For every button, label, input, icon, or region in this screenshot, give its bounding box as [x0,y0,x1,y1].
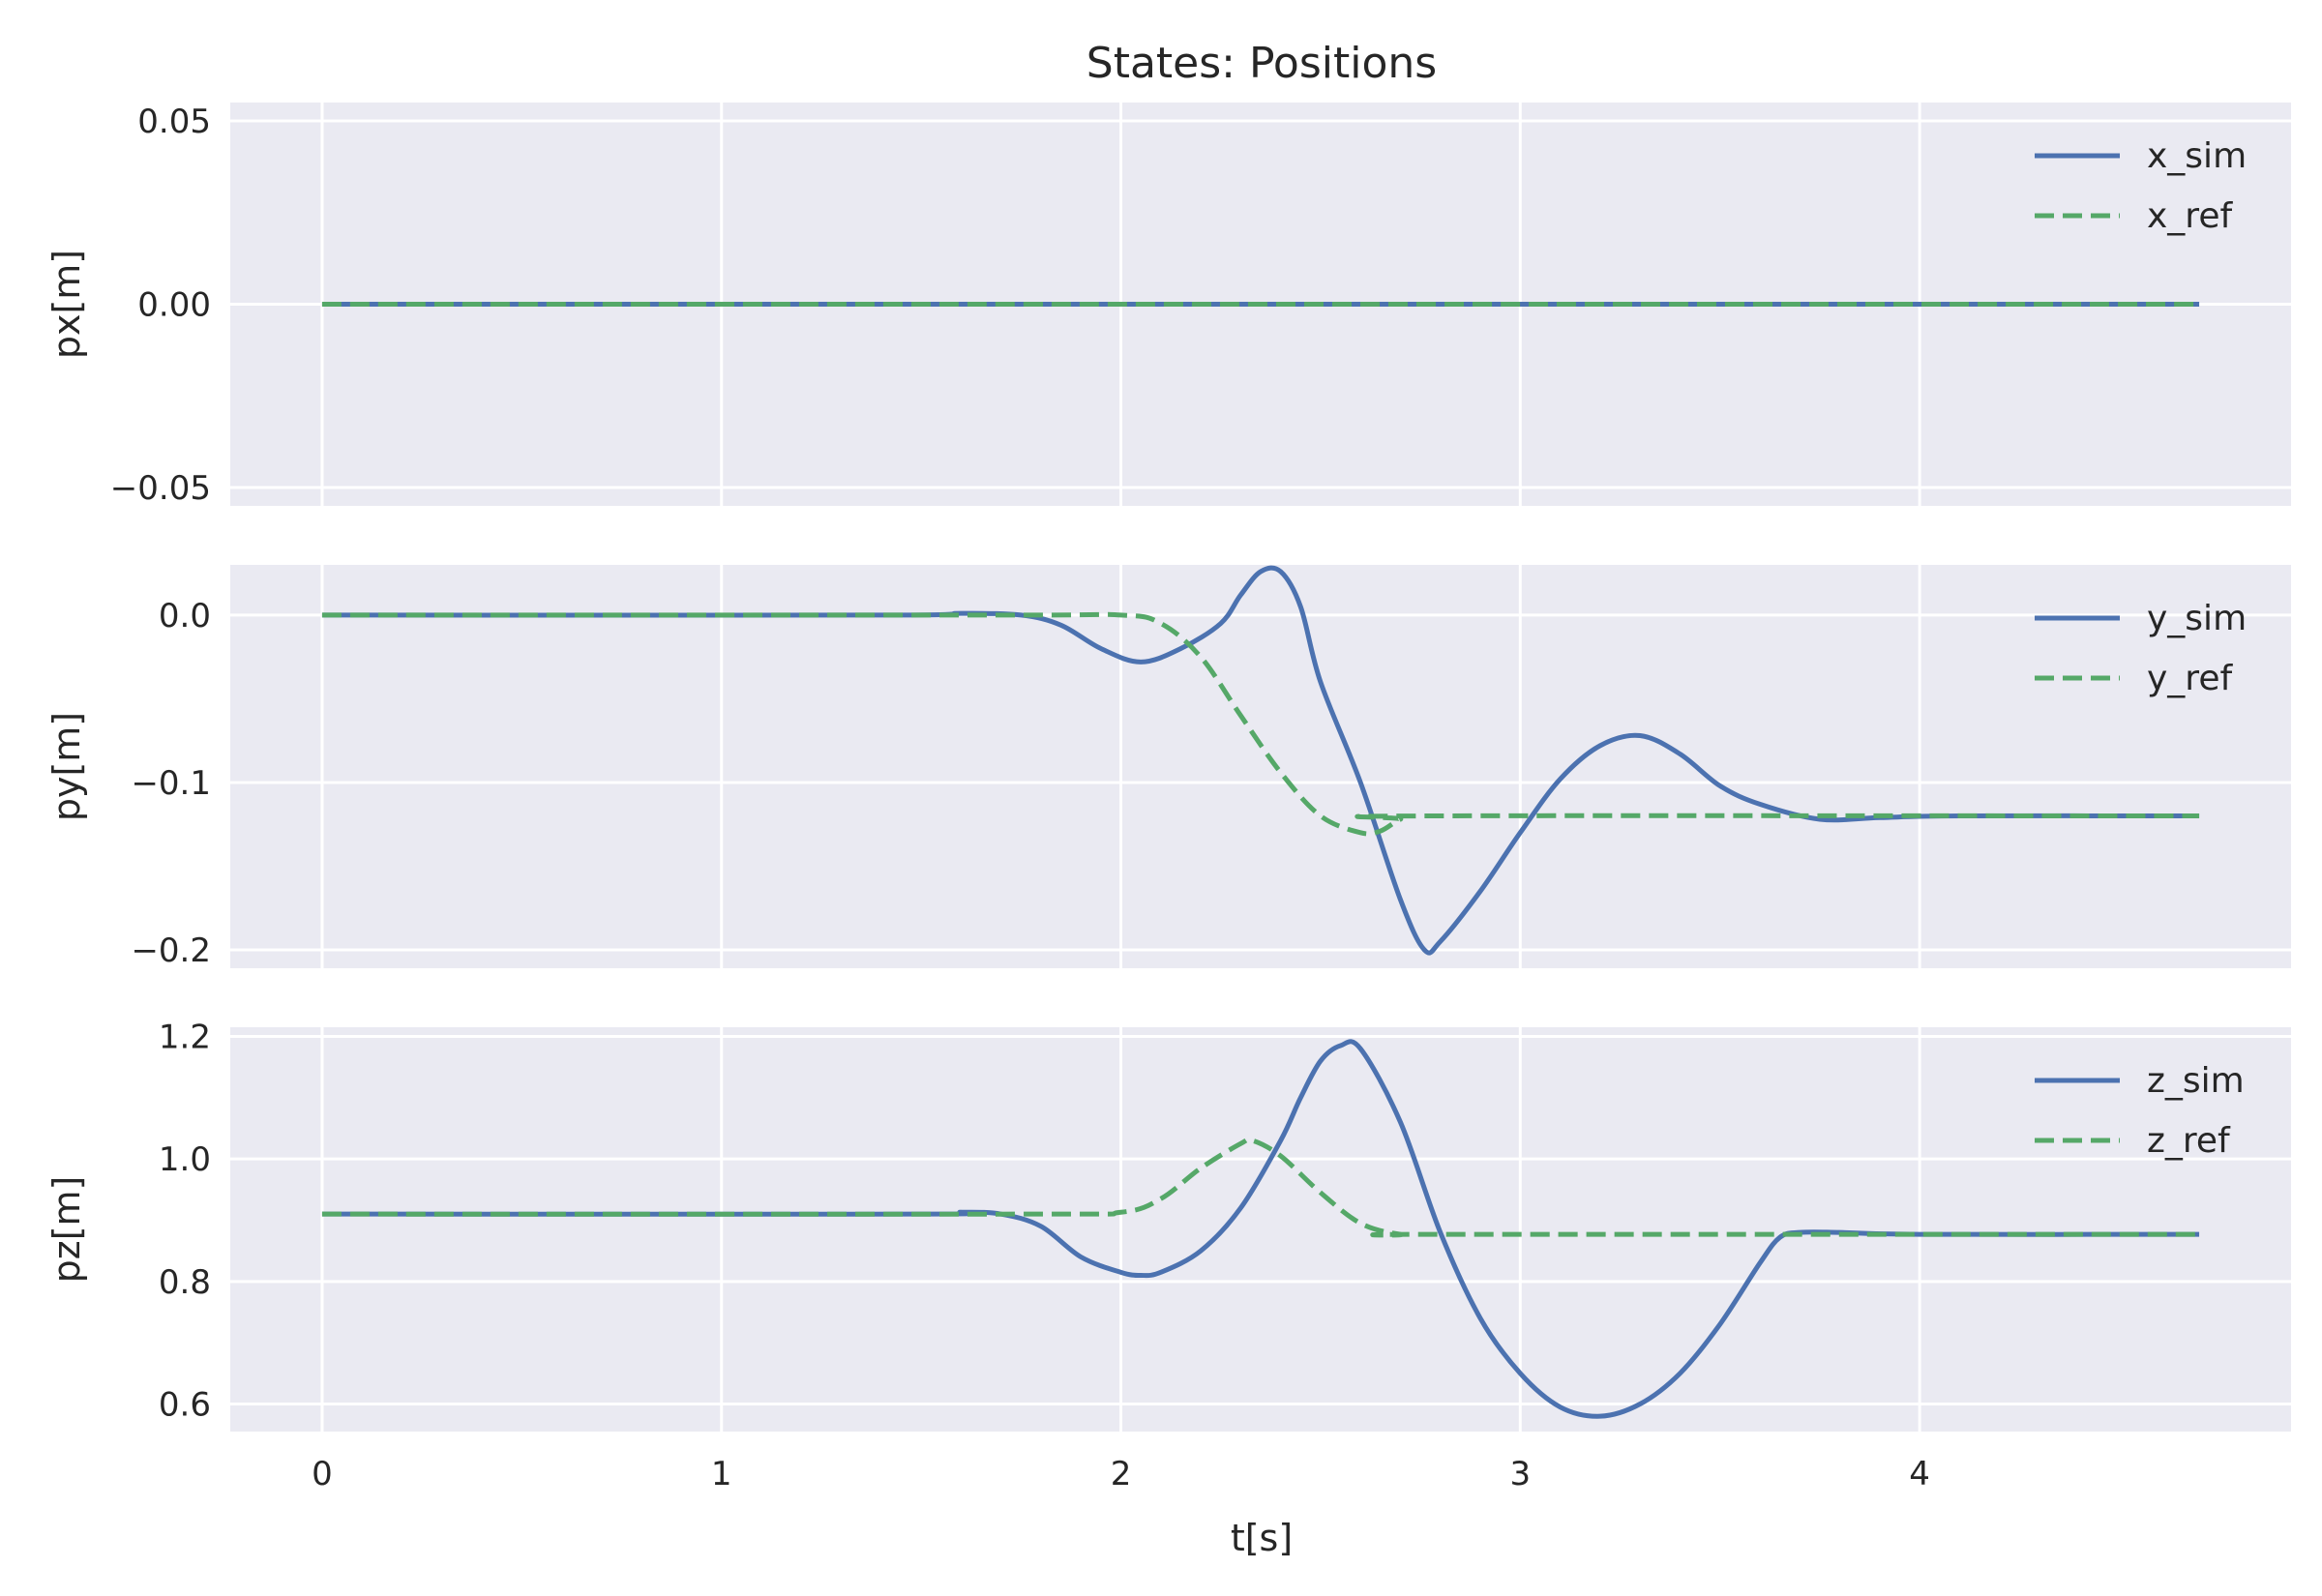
x-tick-label: 3 [1509,1455,1531,1493]
y-tick-label: 0.8 [159,1263,211,1302]
y-tick-label: −0.05 [110,469,211,508]
y-tick-label: 0.05 [137,103,211,141]
series-line-z_ref [321,1137,2200,1238]
y-tick-label: 0.0 [159,597,211,635]
chart-title: States: Positions [1087,39,1437,88]
y-axis-label: px[m] [45,250,88,359]
y-axis-label: py[m] [45,712,88,821]
y-tick-label: 0.6 [159,1386,211,1425]
legend-label-y_sim: y_sim [2147,599,2247,638]
legend-label-x_ref: x_ref [2147,196,2233,236]
plot-area [230,1027,2291,1432]
plot-area [230,565,2291,968]
x-tick-label: 4 [1909,1455,1930,1493]
legend-label-z_sim: z_sim [2147,1061,2245,1101]
series-line-y_ref [321,611,2200,837]
y-tick-label: 1.2 [159,1019,211,1057]
y-axis-label: pz[m] [45,1176,88,1284]
x-tick-label: 1 [711,1455,732,1493]
subplots: 0.05 0.00 −0.05 px[m] x_sim x_ref 0.0 −0.1 −0.2 p… [45,103,2291,1493]
legend-label-x_sim: x_sim [2147,136,2247,176]
y-tick-label: −0.1 [131,764,211,803]
subplot-1: 0.05 0.00 −0.05 px[m] x_sim x_ref [45,103,2291,508]
subplot-3: 1.2 1.0 0.8 0.6 0 1 2 3 4 pz[m] z_sim z_ref [45,1019,2291,1493]
x-axis-label: t[s] [1231,1517,1293,1559]
y-tick-label: 1.0 [159,1140,211,1179]
y-tick-label: 0.00 [137,286,211,325]
y-tick-label: −0.2 [131,931,211,970]
legend-label-y_ref: y_ref [2147,659,2233,698]
series-line-z_sim [321,1039,2200,1419]
legend-label-z_ref: z_ref [2147,1121,2231,1161]
x-tick-label: 2 [1111,1455,1132,1493]
x-tick-label: 0 [312,1455,333,1493]
subplot-2: 0.0 −0.1 −0.2 py[m] y_sim y_ref [45,565,2291,970]
